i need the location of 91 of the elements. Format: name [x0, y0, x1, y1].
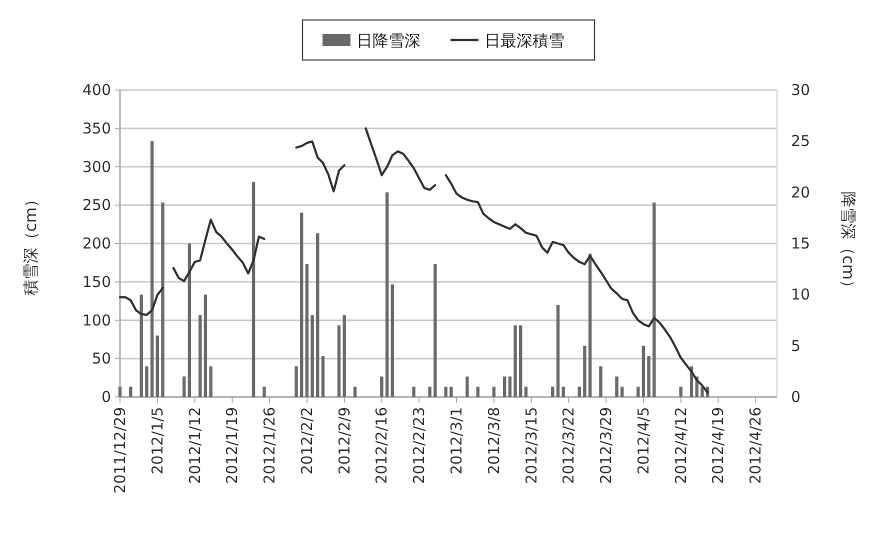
legend-label: 日降雪深 — [356, 31, 420, 50]
y-tick-label: 250 — [82, 196, 111, 214]
bar — [434, 264, 437, 397]
bar — [679, 386, 682, 397]
bar — [380, 376, 384, 397]
x-tick-label: 2012/3/15 — [522, 407, 540, 484]
bar — [412, 386, 416, 397]
bar — [583, 346, 586, 397]
bar — [118, 386, 122, 397]
y-tick-label: 150 — [82, 272, 111, 291]
x-tick-label: 2012/1/26 — [260, 407, 279, 484]
bar — [519, 325, 522, 397]
y2-tick-label: 20 — [791, 183, 810, 202]
bar — [300, 212, 304, 397]
y-axis-title: 積雪深（cm） — [21, 191, 40, 296]
y2-axis-title: 降雪深（cm） — [839, 191, 858, 296]
bar — [310, 315, 314, 397]
y-tick-label: 200 — [82, 234, 111, 252]
bar — [262, 386, 266, 397]
x-tick-label: 2012/1/19 — [223, 407, 242, 484]
bar — [514, 325, 517, 397]
legend-label: 日最深積雪 — [484, 31, 564, 50]
x-tick-label: 2012/4/5 — [634, 407, 652, 474]
bar — [620, 386, 624, 397]
x-tick-label: 2012/4/19 — [709, 407, 728, 484]
bar — [294, 366, 298, 397]
y2-tick-label: 30 — [791, 81, 810, 99]
bar — [337, 325, 341, 397]
bar — [476, 386, 480, 397]
bar — [450, 386, 453, 397]
y-tick-label: 400 — [82, 81, 111, 99]
bar — [209, 366, 212, 397]
x-tick-label: 2012/3/22 — [560, 407, 578, 484]
y2-tick-label: 0 — [791, 388, 801, 406]
bar — [316, 233, 320, 397]
x-tick-label: 2012/3/8 — [484, 407, 503, 474]
bar — [204, 294, 208, 397]
bar — [615, 376, 618, 397]
bar — [502, 376, 506, 397]
bar — [556, 304, 560, 397]
bar — [385, 192, 389, 397]
bar — [145, 366, 148, 397]
x-tick-label: 2012/3/1 — [448, 407, 466, 474]
bar — [508, 376, 512, 397]
bar — [551, 386, 554, 397]
x-tick-label: 2012/2/2 — [298, 407, 316, 474]
bar — [161, 202, 164, 397]
bar — [140, 294, 143, 397]
x-tick-label: 2012/3/29 — [597, 407, 616, 484]
bar — [647, 356, 650, 397]
bar — [428, 386, 432, 397]
bar — [390, 284, 394, 397]
y2-tick-label: 25 — [791, 132, 810, 150]
bar — [642, 346, 646, 397]
bar — [198, 315, 202, 397]
y-tick-label: 100 — [82, 311, 111, 330]
bar — [182, 376, 186, 397]
y2-tick-label: 10 — [791, 286, 810, 304]
y-tick-label: 50 — [92, 350, 111, 368]
bar — [305, 264, 309, 397]
bar — [599, 366, 602, 397]
y2-tick-label: 5 — [791, 336, 801, 355]
x-tick-label: 2012/1/12 — [186, 407, 204, 484]
bar — [444, 386, 448, 397]
bar — [353, 386, 357, 397]
bar — [524, 386, 528, 397]
y-tick-label: 350 — [82, 119, 111, 138]
y-tick-label: 300 — [82, 158, 111, 176]
bar — [578, 386, 581, 397]
x-tick-label: 2012/2/9 — [335, 407, 354, 474]
bar — [492, 386, 496, 397]
bar — [562, 386, 565, 397]
bar — [188, 244, 192, 397]
x-tick-label: 2011/12/29 — [111, 407, 129, 494]
bar — [252, 182, 256, 397]
x-tick-label: 2012/4/12 — [672, 407, 690, 484]
bar — [636, 386, 640, 397]
bar — [321, 356, 325, 397]
x-tick-label: 2012/2/16 — [372, 407, 391, 484]
bar — [150, 141, 154, 397]
bar — [466, 376, 469, 397]
x-tick-label: 2012/4/26 — [746, 407, 765, 484]
bar — [652, 202, 656, 397]
x-tick-label: 2012/1/5 — [148, 407, 166, 474]
bar — [588, 254, 592, 397]
x-tick-label: 2012/2/23 — [410, 407, 428, 484]
bar — [129, 386, 132, 397]
y-tick-label: 0 — [101, 388, 111, 406]
y2-tick-label: 15 — [791, 234, 810, 252]
bar — [342, 315, 346, 397]
bar — [156, 336, 159, 397]
